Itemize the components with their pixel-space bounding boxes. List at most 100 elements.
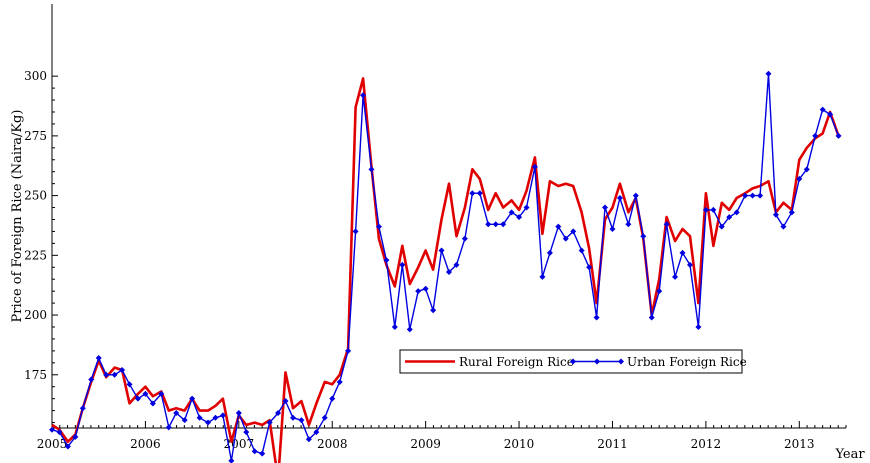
urban-data-point	[336, 378, 343, 385]
urban-data-point	[134, 395, 141, 402]
x-tick-label: 2005	[37, 437, 68, 451]
x-tick-label: 2010	[504, 437, 535, 451]
urban-data-point	[803, 166, 810, 173]
urban-data-point	[375, 223, 382, 230]
urban-data-point	[453, 261, 460, 268]
urban-data-point	[399, 261, 406, 268]
y-tick-label: 275	[24, 129, 47, 143]
urban-data-point	[609, 226, 616, 233]
urban-data-point	[103, 371, 110, 378]
urban-data-point	[469, 190, 476, 197]
series-layer	[49, 70, 842, 463]
legend-marker-urban	[594, 358, 600, 365]
urban-data-point	[251, 448, 258, 455]
series-rural	[51, 77, 840, 463]
x-tick-label: 2006	[130, 437, 161, 451]
urban-data-point	[49, 426, 55, 433]
urban-data-point	[430, 307, 437, 314]
urban-data-point	[391, 323, 398, 330]
series-urban	[49, 70, 842, 463]
urban-data-point	[648, 314, 655, 321]
urban-data-point	[126, 381, 133, 388]
urban-data-point	[383, 257, 390, 264]
urban-data-point	[702, 206, 709, 213]
urban-data-point	[726, 214, 733, 221]
urban-data-point	[835, 132, 842, 139]
urban-data-point	[695, 323, 702, 330]
urban-data-point	[672, 273, 679, 280]
urban-data-point	[508, 209, 515, 216]
urban-data-point	[570, 228, 577, 235]
urban-data-point	[313, 429, 320, 436]
urban-data-point	[219, 412, 226, 419]
urban-data-point	[632, 192, 639, 199]
urban-data-point	[586, 264, 593, 271]
urban-data-point	[718, 223, 725, 230]
urban-data-point	[158, 390, 165, 397]
urban-data-point	[173, 409, 180, 416]
urban-data-point	[531, 163, 538, 170]
urban-data-point	[305, 436, 312, 443]
y-axis-title: Price of Foreign Rice (Naira/Kg)	[10, 110, 25, 323]
urban-data-point	[765, 70, 772, 77]
urban-data-point	[679, 249, 686, 256]
legend: Rural Foreign Rice Urban Foreign Rice	[399, 349, 747, 374]
legend-label-rural: Rural Foreign Rice	[459, 355, 574, 369]
urban-data-point	[819, 106, 826, 113]
x-axis-title: Year	[834, 447, 865, 462]
urban-data-point	[539, 273, 546, 280]
urban-data-point	[687, 261, 694, 268]
y-tick-label: 175	[24, 368, 47, 382]
y-tick-label: 200	[24, 308, 47, 322]
urban-data-point	[406, 326, 413, 333]
urban-data-point	[438, 247, 445, 254]
urban-data-point	[56, 429, 63, 436]
urban-data-point	[500, 221, 507, 228]
y-tick-label: 300	[24, 69, 47, 83]
urban-data-point	[446, 269, 452, 276]
urban-data-point	[79, 405, 86, 412]
urban-data-point	[578, 247, 585, 254]
urban-data-point	[780, 223, 787, 230]
urban-data-point	[64, 443, 71, 450]
urban-data-point	[733, 209, 740, 216]
urban-data-point	[181, 417, 188, 424]
urban-data-point	[827, 111, 834, 118]
urban-data-point	[368, 166, 375, 173]
urban-data-point	[516, 214, 523, 221]
urban-data-point	[165, 424, 172, 431]
y-tick-label: 225	[24, 248, 47, 262]
urban-data-point	[321, 414, 328, 421]
legend-marker-urban	[570, 358, 576, 365]
urban-data-point	[282, 398, 289, 405]
urban-data-point	[656, 288, 663, 295]
urban-data-point	[616, 194, 623, 201]
x-tick-label: 2012	[691, 437, 722, 451]
urban-data-point	[275, 409, 282, 416]
urban-data-point	[329, 395, 336, 402]
urban-data-point	[485, 221, 492, 228]
urban-data-point	[352, 228, 359, 235]
x-tick-label: 2009	[410, 437, 441, 451]
urban-data-point	[298, 417, 305, 424]
urban-data-point	[259, 450, 266, 457]
rural-series-line	[51, 77, 840, 463]
urban-data-point	[212, 414, 219, 421]
urban-data-point	[523, 204, 530, 211]
urban-data-point	[788, 209, 795, 216]
urban-data-point	[757, 192, 764, 199]
urban-data-point	[812, 132, 819, 139]
urban-data-point	[266, 419, 273, 426]
urban-data-point	[476, 190, 483, 197]
urban-data-point	[593, 314, 600, 321]
urban-data-point	[772, 211, 779, 218]
urban-data-point	[796, 175, 803, 182]
urban-data-point	[72, 433, 79, 440]
urban-data-point	[142, 390, 149, 397]
urban-data-point	[196, 414, 203, 421]
urban-data-point	[749, 192, 756, 199]
urban-data-point	[663, 221, 670, 228]
x-tick-label: 2011	[597, 437, 628, 451]
y-tick-label: 250	[24, 189, 47, 203]
